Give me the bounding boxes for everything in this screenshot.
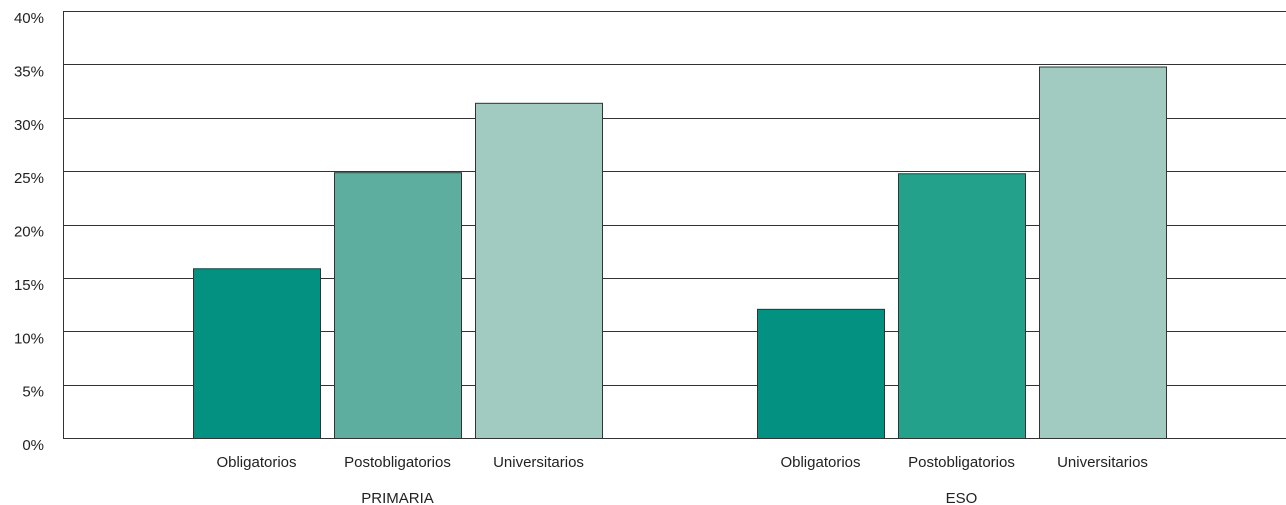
group-label: PRIMARIA xyxy=(361,490,434,505)
group-labels: PRIMARIA ESO xyxy=(361,490,977,505)
bar xyxy=(898,173,1026,439)
bar xyxy=(757,308,885,439)
x-category-label: Universitarios xyxy=(493,454,584,471)
bar xyxy=(1039,66,1167,439)
bar xyxy=(193,268,321,439)
y-tick-label: 10% xyxy=(14,330,44,347)
x-category-label: Obligatorios xyxy=(780,454,860,471)
y-tick-label: 5% xyxy=(22,384,44,401)
y-tick-label: 40% xyxy=(14,10,44,27)
bar xyxy=(475,102,603,440)
x-category-label: Postobligatorios xyxy=(908,454,1015,471)
x-category-label: Universitarios xyxy=(1057,454,1148,471)
y-tick-label: 25% xyxy=(14,170,44,187)
group-label: ESO xyxy=(946,490,978,505)
y-tick-label: 35% xyxy=(14,63,44,80)
y-tick-label: 15% xyxy=(14,277,44,294)
x-category-label: Postobligatorios xyxy=(344,454,451,471)
y-tick-labels: 0% 5% 10% 15% 20% 25% 30% 35% 40% xyxy=(14,10,44,454)
y-tick-label: 20% xyxy=(14,224,44,241)
bars xyxy=(193,66,1167,440)
bar xyxy=(334,172,462,439)
x-category-label: Obligatorios xyxy=(216,454,296,471)
x-category-labels: Obligatorios Postobligatorios Universitari… xyxy=(216,454,1147,471)
y-tick-label: 0% xyxy=(22,437,44,454)
axes xyxy=(63,11,1286,439)
y-tick-label: 30% xyxy=(14,117,44,134)
